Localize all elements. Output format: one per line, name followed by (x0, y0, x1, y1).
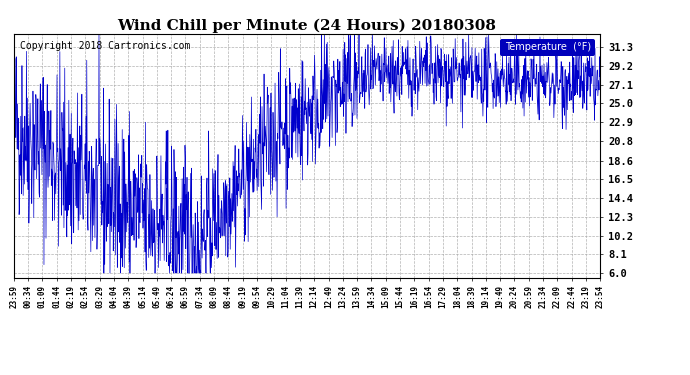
Text: Copyright 2018 Cartronics.com: Copyright 2018 Cartronics.com (19, 41, 190, 51)
Title: Wind Chill per Minute (24 Hours) 20180308: Wind Chill per Minute (24 Hours) 2018030… (117, 18, 497, 33)
Legend: Temperature  (°F): Temperature (°F) (500, 39, 595, 56)
